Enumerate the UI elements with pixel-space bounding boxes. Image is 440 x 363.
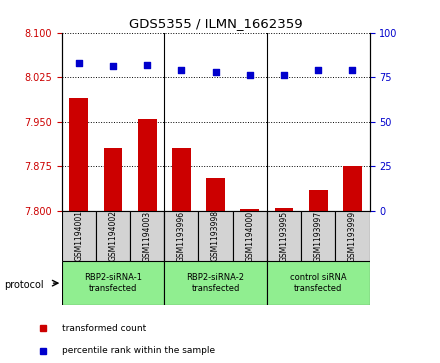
Bar [62, 261, 164, 305]
Bar [62, 211, 96, 261]
Text: RBP2-siRNA-1
transfected: RBP2-siRNA-1 transfected [84, 273, 142, 293]
Bar [275, 208, 293, 211]
Bar [164, 261, 267, 305]
Point [178, 67, 185, 73]
Bar [172, 148, 191, 211]
Text: GSM1193999: GSM1193999 [348, 211, 357, 261]
Point [281, 73, 288, 78]
Point [212, 69, 219, 75]
Point [349, 67, 356, 73]
Bar [198, 211, 233, 261]
Title: GDS5355 / ILMN_1662359: GDS5355 / ILMN_1662359 [129, 17, 302, 30]
Text: control siRNA
transfected: control siRNA transfected [290, 273, 347, 293]
Point [246, 73, 253, 78]
Text: GSM1193995: GSM1193995 [279, 211, 289, 261]
Text: GSM1193998: GSM1193998 [211, 211, 220, 261]
Point [110, 64, 117, 69]
Bar [164, 211, 198, 261]
Bar [309, 190, 328, 211]
Text: percentile rank within the sample: percentile rank within the sample [62, 346, 216, 355]
Point [75, 60, 82, 66]
Text: GSM1194002: GSM1194002 [108, 211, 117, 261]
Point [315, 67, 322, 73]
Text: transformed count: transformed count [62, 323, 147, 333]
Bar [130, 211, 164, 261]
Text: RBP2-siRNA-2
transfected: RBP2-siRNA-2 transfected [187, 273, 245, 293]
Bar [103, 148, 122, 211]
Bar [301, 211, 335, 261]
Text: GSM1193997: GSM1193997 [314, 211, 323, 261]
Bar [233, 211, 267, 261]
Text: GSM1193996: GSM1193996 [177, 211, 186, 261]
Text: GSM1194003: GSM1194003 [143, 211, 152, 261]
Text: GSM1194001: GSM1194001 [74, 211, 83, 261]
Bar [335, 211, 370, 261]
Bar [70, 98, 88, 211]
Bar [206, 178, 225, 211]
Bar [96, 211, 130, 261]
Bar [267, 211, 301, 261]
Bar [240, 209, 259, 211]
Bar [343, 166, 362, 211]
Point [143, 62, 150, 68]
Text: protocol: protocol [4, 280, 44, 290]
Bar [267, 261, 370, 305]
Text: GSM1194000: GSM1194000 [246, 211, 254, 261]
Bar [138, 119, 157, 211]
